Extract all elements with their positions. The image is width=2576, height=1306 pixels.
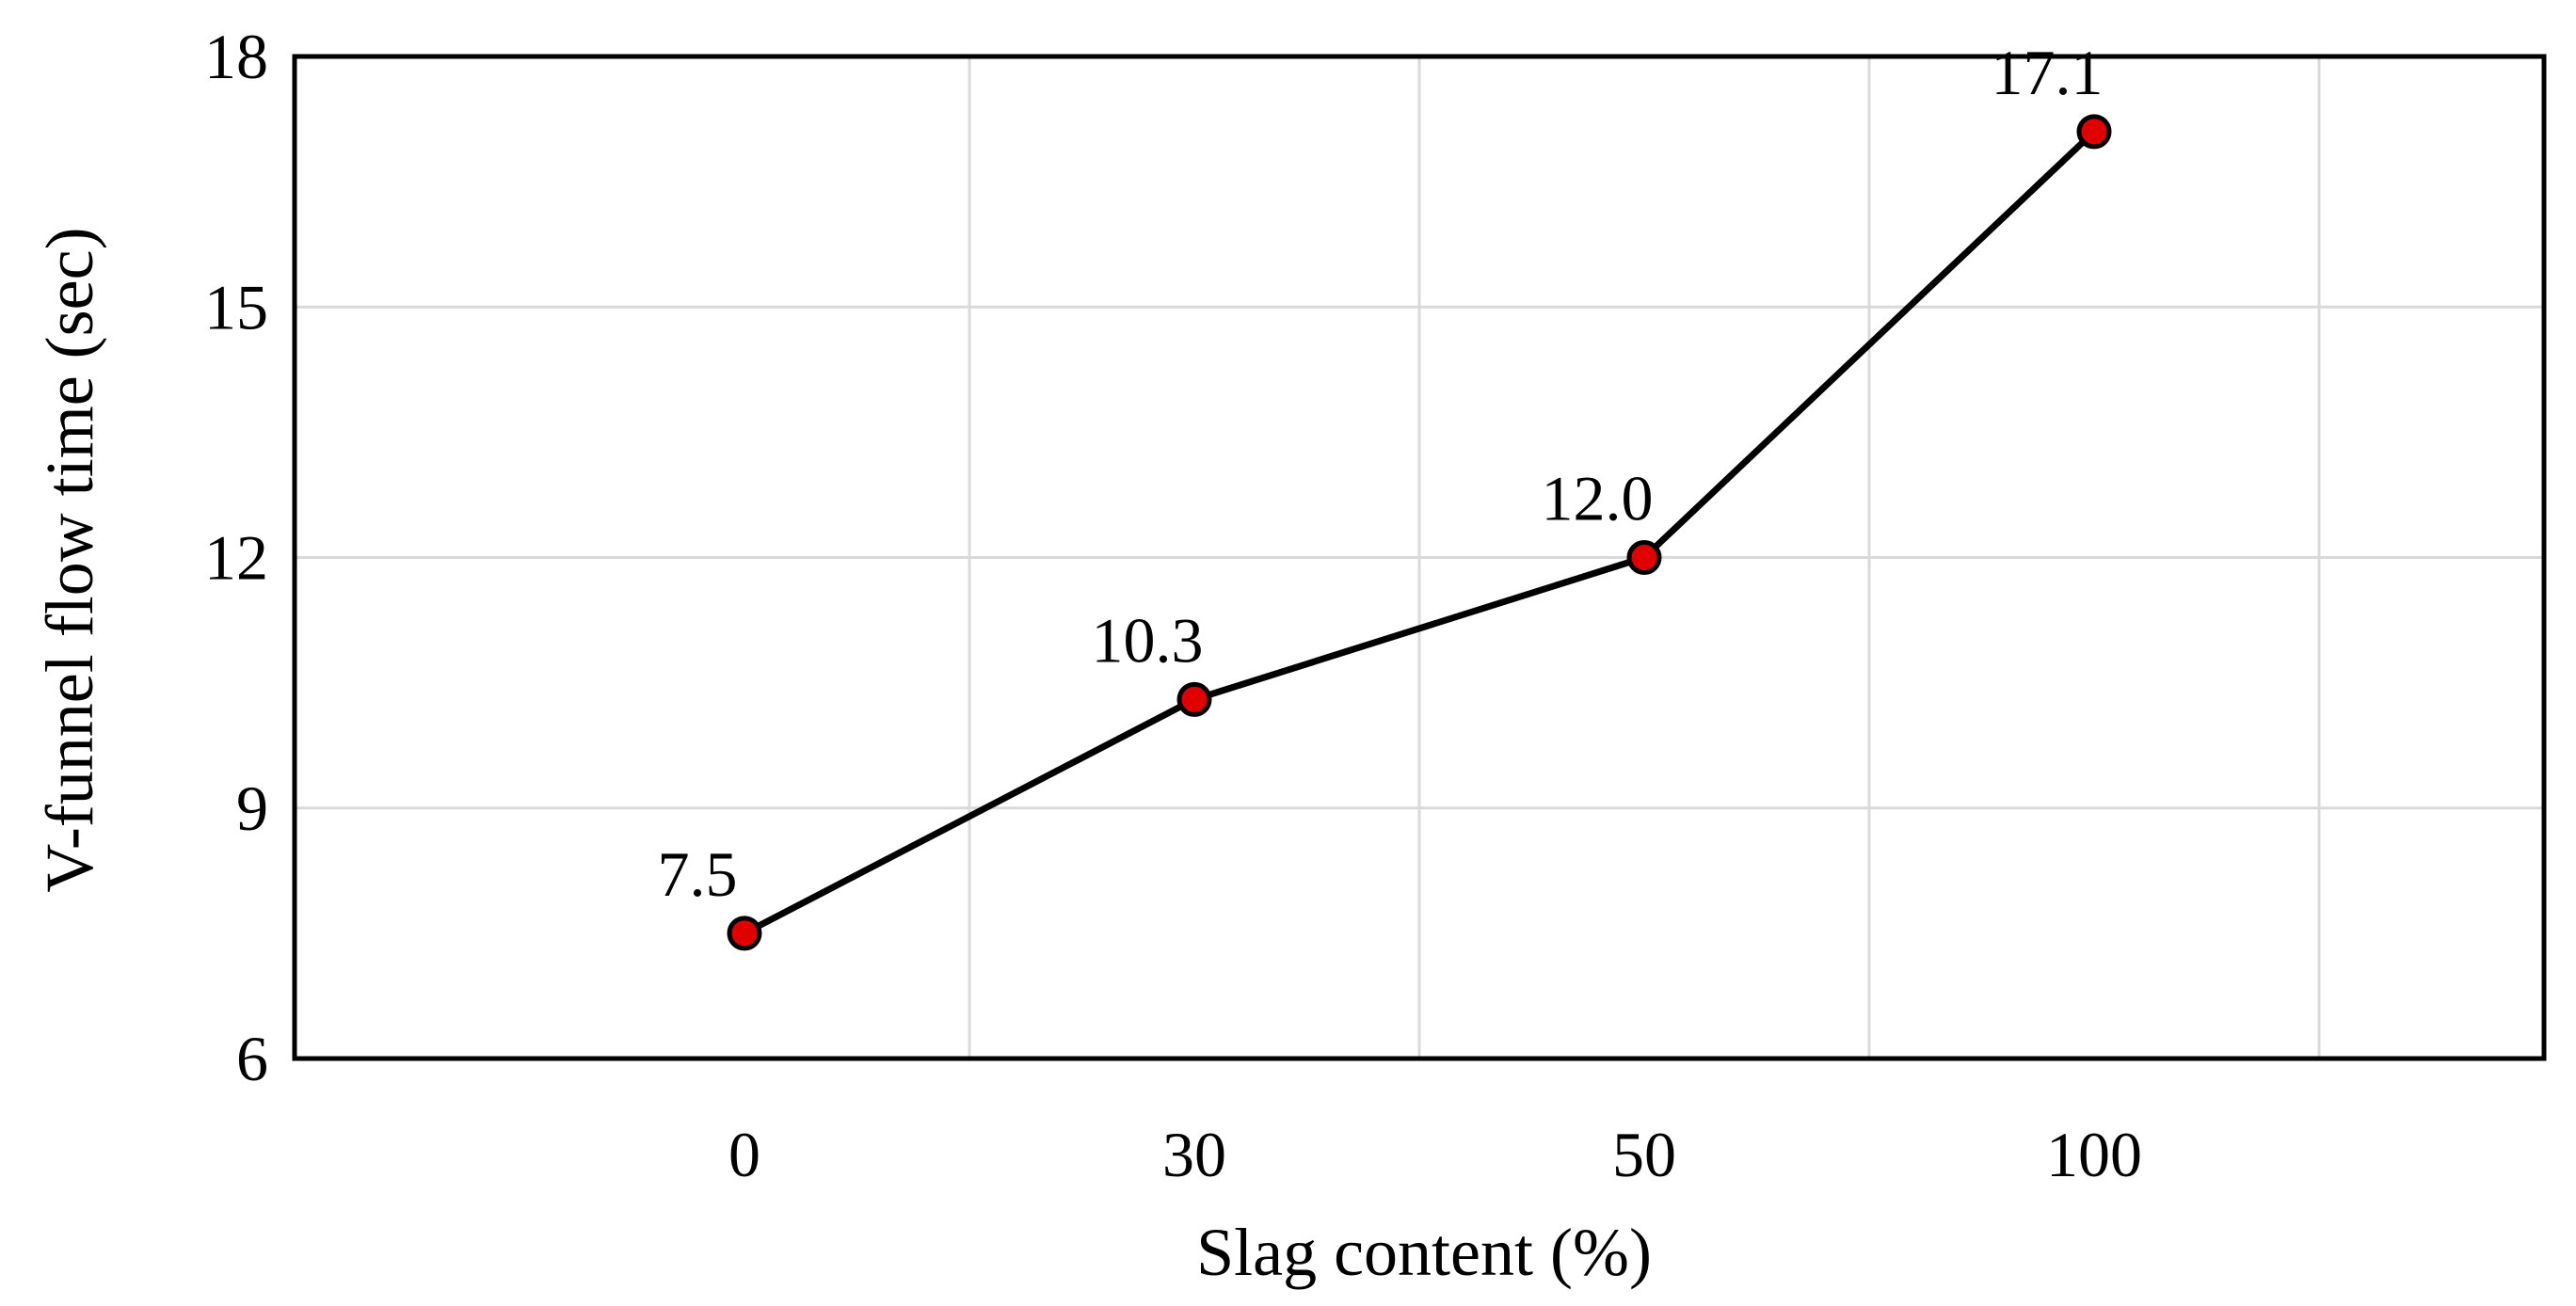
x-tick-label: 50 — [1612, 1119, 1676, 1190]
data-point — [2076, 114, 2112, 150]
data-point — [1626, 540, 1662, 575]
x-tick-label: 100 — [2046, 1119, 2142, 1190]
series-polyline — [743, 129, 2097, 936]
data-label: 10.3 — [1092, 604, 1204, 676]
y-axis-title: V-funnel flow time (sec) — [32, 227, 107, 892]
data-markers — [727, 114, 2112, 951]
plot-border — [292, 54, 2547, 1061]
y-tick-label: 9 — [236, 772, 268, 844]
y-tick-label: 15 — [204, 271, 268, 342]
x-tick-label: 30 — [1162, 1119, 1226, 1190]
series-line — [743, 129, 2097, 936]
plot-frame — [292, 54, 2547, 1061]
x-tick-label: 0 — [728, 1119, 760, 1190]
y-tick-labels: 6 9 12 15 18 — [204, 21, 268, 1094]
grid — [295, 56, 2544, 1059]
data-label: 17.1 — [1992, 37, 2104, 108]
data-point — [727, 916, 762, 951]
data-point — [1176, 681, 1212, 717]
data-label: 12.0 — [1542, 463, 1654, 534]
data-labels: 7.5 10.3 12.0 17.1 — [658, 37, 2104, 910]
x-tick-labels: 0 30 50 100 — [728, 1119, 2142, 1190]
y-tick-label: 6 — [236, 1023, 268, 1094]
x-axis-title: Slag content (%) — [1196, 1215, 1652, 1290]
y-tick-label: 18 — [204, 21, 268, 92]
data-label: 7.5 — [658, 838, 738, 910]
y-tick-label: 12 — [204, 522, 268, 594]
